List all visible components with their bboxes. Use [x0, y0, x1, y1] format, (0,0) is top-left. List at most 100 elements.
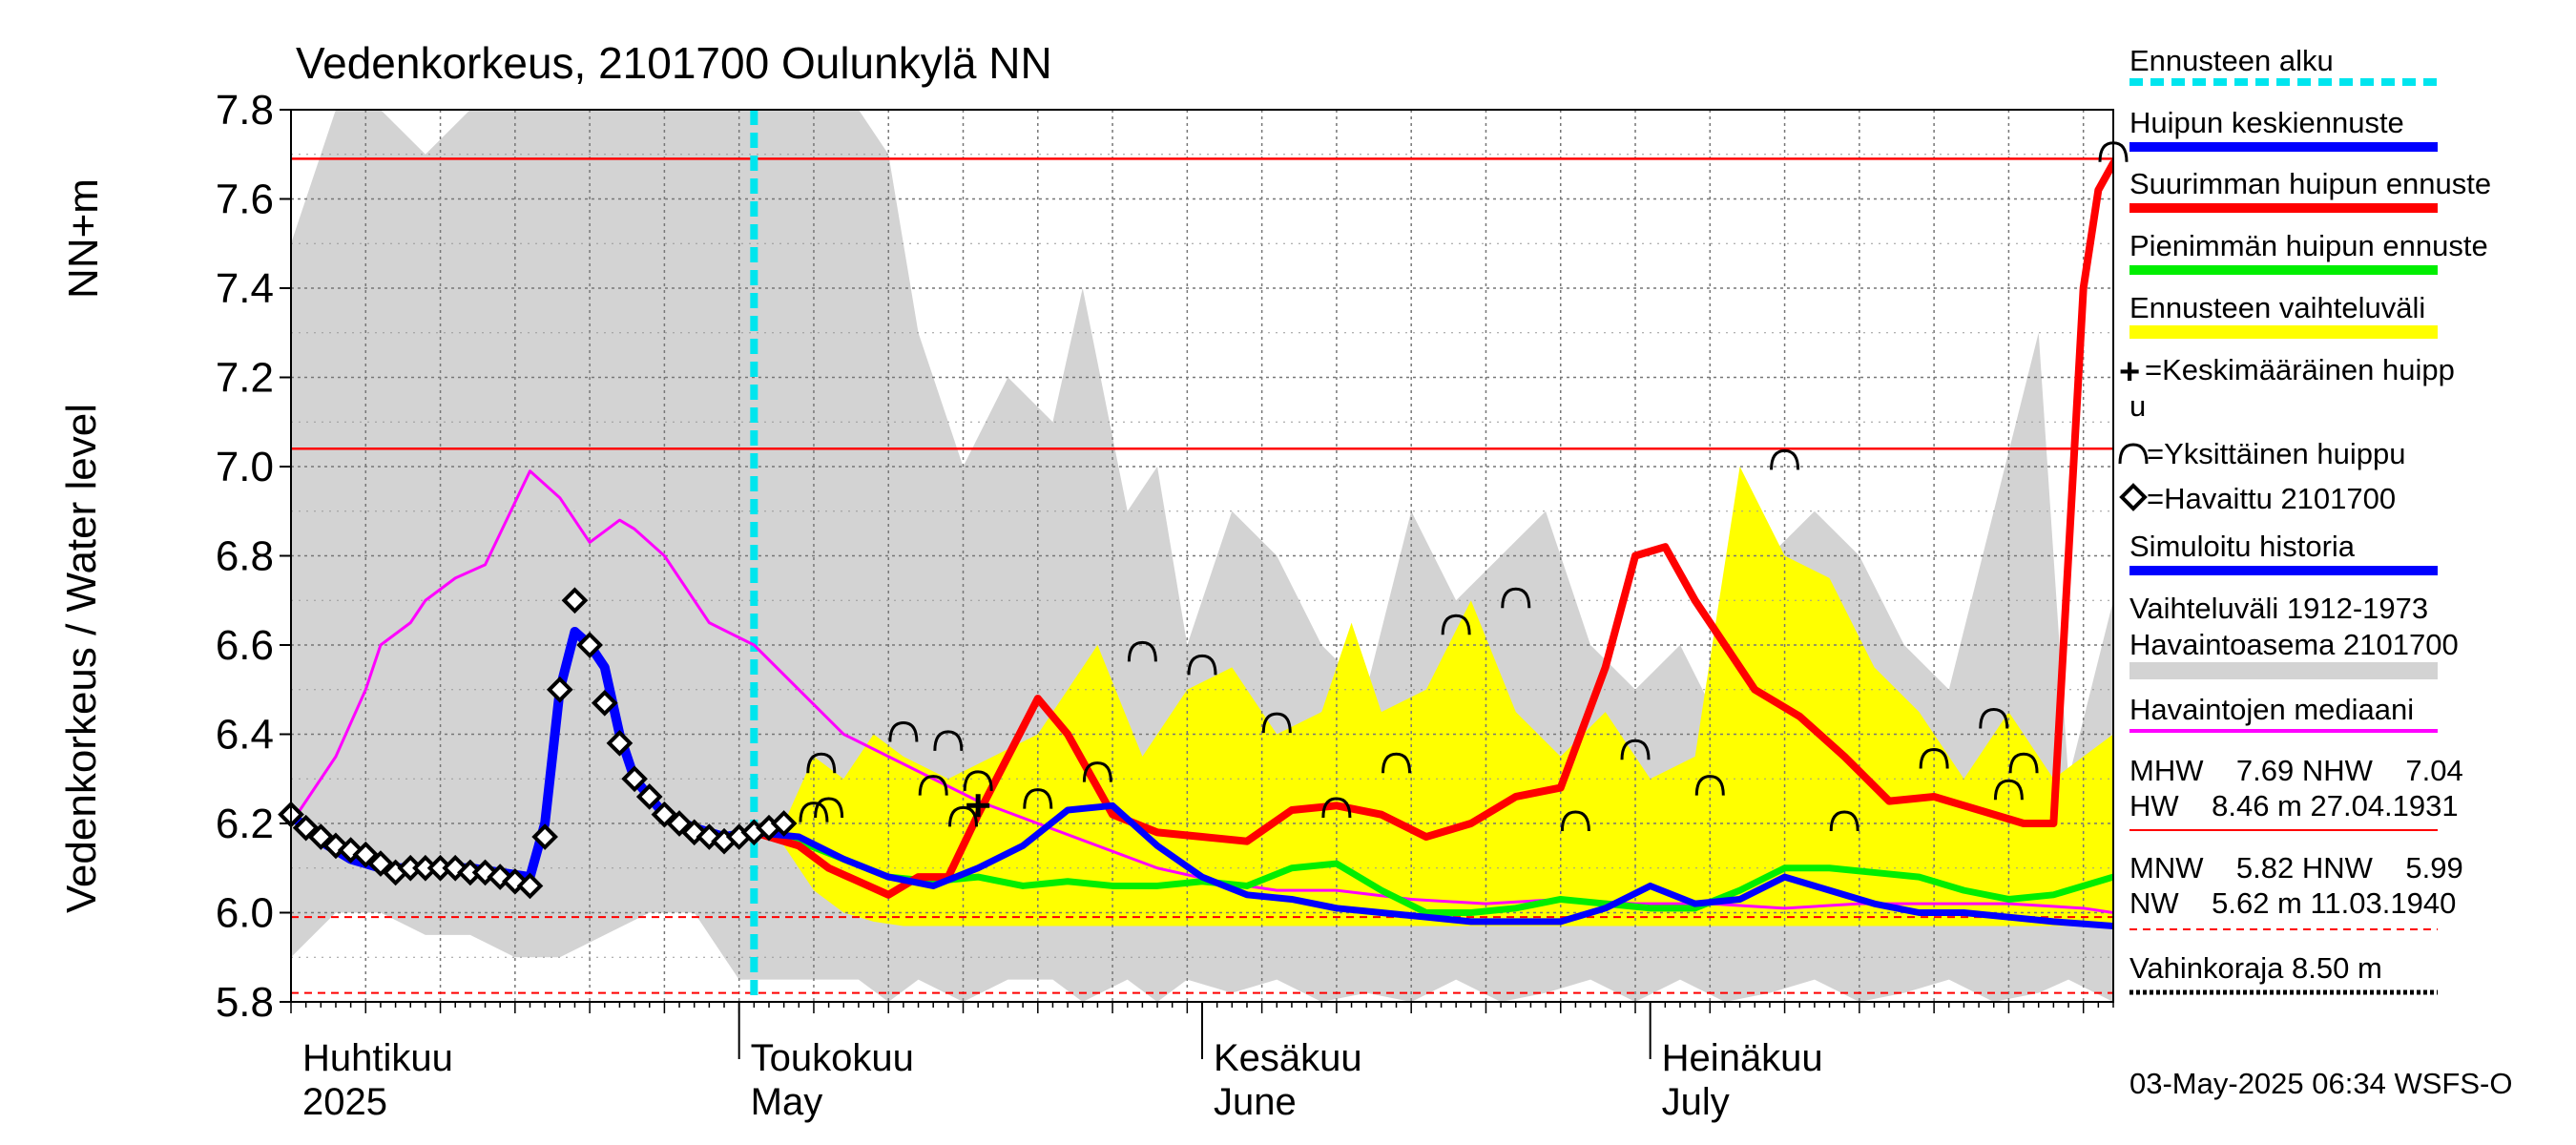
y-tick-label: 7.4 [216, 265, 274, 312]
legend-peak-max-label: Suurimman huipun ennuste [2129, 167, 2491, 200]
median-line [291, 469, 2113, 914]
legend-stats-row-4: NW 5.62 m 11.03.1940 [2129, 886, 2456, 920]
legend-median-label: Havaintojen mediaani [2129, 693, 2414, 726]
observed-point [292, 814, 320, 842]
individual-peak-marker [963, 770, 993, 791]
y-axis: 5.8 6.0 6.2 6.4 6.6 6.8 7.0 7.2 7.4 7.6 7.8 [216, 87, 291, 1026]
x-month-label: Toukokuu [751, 1037, 914, 1079]
y-axis-label: Vedenkorkeus / Water level [58, 404, 105, 913]
y-tick-label: 7.8 [216, 87, 274, 134]
markers-layer [278, 141, 2129, 900]
x-month-label: Huhtikuu [302, 1037, 453, 1079]
legend-single-peak-symbol [2118, 443, 2149, 465]
individual-peak-marker [1694, 775, 1725, 796]
individual-peak-marker [1127, 640, 1157, 662]
observed-point [635, 783, 663, 810]
individual-peak-marker [1261, 712, 1292, 734]
y-tick-label: 6.0 [216, 890, 274, 937]
observed-point [651, 801, 678, 828]
observed-point [591, 689, 618, 717]
individual-peak-marker [1829, 810, 1859, 832]
individual-peak-marker [1441, 614, 1471, 635]
observed-point [770, 810, 798, 837]
observed-point [471, 859, 499, 886]
individual-peak-marker [948, 805, 979, 827]
individual-peak-marker [1979, 707, 2009, 729]
legend-observed-symbol [2119, 483, 2148, 511]
mean-peak-marker [966, 794, 990, 818]
legend-peak-min-label: Pienimmän huipun ennuste [2129, 229, 2488, 262]
x-month-label: Kesäkuu [1214, 1037, 1362, 1079]
legend-damage-level-label: Vahinkoraja 8.50 m [2129, 951, 2382, 985]
legend-peak-mean-label: Huipun keskiennuste [2129, 106, 2404, 139]
reference-lines-layer [291, 110, 2113, 1002]
y-tick-label: 6.2 [216, 801, 274, 847]
x-month-sublabel: 2025 [302, 1081, 387, 1123]
observed-point [367, 850, 394, 877]
observed-point [531, 823, 558, 850]
observed-point [696, 823, 723, 850]
y-tick-label: 6.6 [216, 622, 274, 669]
individual-peak-marker [888, 720, 919, 742]
y-tick-label: 6.4 [216, 712, 274, 759]
x-month-sublabel: June [1214, 1081, 1297, 1123]
individual-peak-marker [814, 797, 844, 819]
observed-point [307, 823, 335, 850]
individual-peak-marker [1501, 587, 1531, 609]
legend-mean-peak-symbol: + [2119, 352, 2140, 392]
y-tick-label: 7.2 [216, 355, 274, 402]
legend: Ennusteen alku Huipun keskiennuste Suuri… [2118, 44, 2491, 995]
observed-point [516, 872, 544, 900]
observed-point [576, 632, 603, 658]
individual-peak-marker [806, 752, 837, 774]
legend-hist-range-label-2: Havaintoasema 2101700 [2129, 628, 2459, 661]
observed-point [606, 730, 634, 757]
x-month-sublabel: July [1662, 1081, 1730, 1123]
y-tick-label: 6.8 [216, 533, 274, 580]
individual-peak-marker [2008, 752, 2039, 774]
peak-min-forecast-line [750, 828, 2113, 916]
y-tick-label: 7.6 [216, 177, 274, 223]
individual-peak-marker [933, 730, 964, 751]
peak-max-forecast-line [750, 159, 2113, 899]
individual-peak-marker [1321, 797, 1352, 819]
individual-peak-marker [1620, 739, 1651, 760]
x-month-label: Heinäkuu [1662, 1037, 1823, 1079]
observed-point [352, 841, 380, 868]
legend-observed-label: =Havaittu 2101700 [2147, 482, 2396, 515]
observed-point [680, 819, 708, 846]
individual-peak-marker [1381, 752, 1412, 774]
legend-stats-row-1: MHW 7.69 NHW 7.04 [2129, 754, 2463, 787]
legend-mean-peak-label-2: u [2129, 389, 2146, 423]
footer-timestamp: 03-May-2025 06:34 WSFS-O [2129, 1067, 2512, 1100]
legend-stats-row-3: MNW 5.82 HNW 5.99 [2129, 851, 2463, 885]
observed-point [666, 810, 693, 837]
legend-simulated-label: Simuloitu historia [2129, 530, 2356, 563]
observed-point [337, 837, 364, 864]
y-tick-label: 7.0 [216, 444, 274, 490]
individual-peak-marker [1919, 748, 1949, 769]
individual-peak-marker [918, 775, 948, 796]
legend-hist-range-label-1: Vaihteluväli 1912-1973 [2129, 592, 2428, 625]
individual-peak-marker [799, 802, 829, 822]
x-month-sublabel: May [751, 1081, 823, 1123]
chart-title: Vedenkorkeus, 2101700 Oulunkylä NN [296, 38, 1052, 88]
individual-peak-marker [1023, 788, 1053, 809]
y-axis-unit-label: NN+m [60, 178, 107, 299]
observed-point [621, 765, 648, 793]
individual-peak-marker [1993, 779, 2024, 801]
individual-peak-marker [1082, 761, 1112, 782]
peak-mean-forecast-line [750, 802, 2113, 930]
individual-peak-marker [1560, 810, 1590, 832]
individual-peak-marker [1770, 448, 1800, 470]
legend-range-label: Ennusteen vaihteluväli [2129, 291, 2425, 324]
observed-point [561, 587, 589, 614]
legend-mean-peak-label-1: =Keskimääräinen huipp [2145, 353, 2455, 386]
legend-forecast-start-label: Ennusteen alku [2129, 44, 2334, 77]
individual-peak-marker [1187, 654, 1217, 676]
legend-single-peak-label: =Yksittäinen huippu [2147, 437, 2405, 470]
observed-point [546, 676, 573, 703]
legend-stats-row-2: HW 8.46 m 27.04.1931 [2129, 789, 2459, 822]
